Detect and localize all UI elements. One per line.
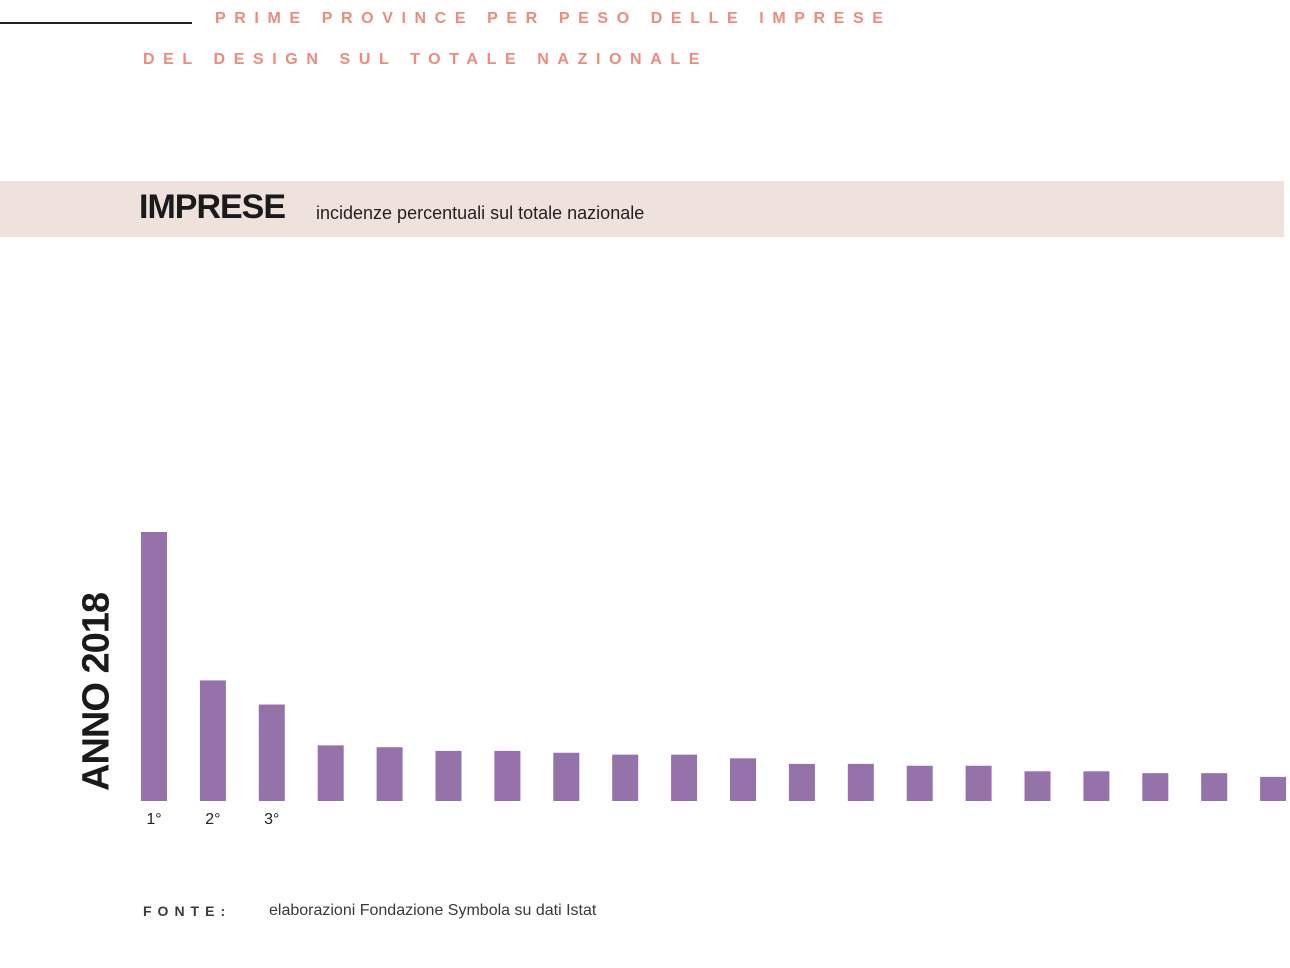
bar: [494, 750, 521, 801]
chart-title-line-2: DEL DESIGN SUL TOTALE NAZIONALE: [143, 51, 708, 68]
bar: [1260, 776, 1287, 801]
bar: [199, 680, 226, 801]
bar: [847, 763, 874, 801]
header-subtitle: incidenze percentuali sul totale naziona…: [316, 203, 645, 223]
bar: [612, 754, 639, 801]
header-title: IMPRESE: [139, 188, 286, 226]
bar: [553, 752, 580, 801]
source-text: elaborazioni Fondazione Symbola su dati …: [269, 902, 597, 919]
rank-label: 1°: [146, 811, 161, 828]
bar: [376, 747, 403, 801]
bar: [788, 763, 815, 801]
bar: [730, 758, 756, 801]
bar: [965, 765, 992, 801]
rank-label: 2°: [205, 811, 220, 828]
bar: [141, 532, 167, 801]
bar: [671, 754, 698, 801]
bar: [1083, 771, 1110, 801]
chart-title-line-1: PRIME PROVINCE PER PESO DELLE IMPRESE: [215, 10, 892, 27]
bar: [435, 750, 462, 801]
header-band: [0, 181, 1284, 237]
bar: [1201, 773, 1228, 801]
source-label: FONTE:: [143, 903, 232, 919]
title-rule: [0, 22, 192, 24]
rank-label: 3°: [264, 811, 279, 828]
bar: [317, 745, 344, 801]
bar: [1024, 771, 1051, 801]
bar: [906, 765, 933, 801]
bar: [1142, 773, 1169, 801]
bar: [258, 704, 285, 801]
